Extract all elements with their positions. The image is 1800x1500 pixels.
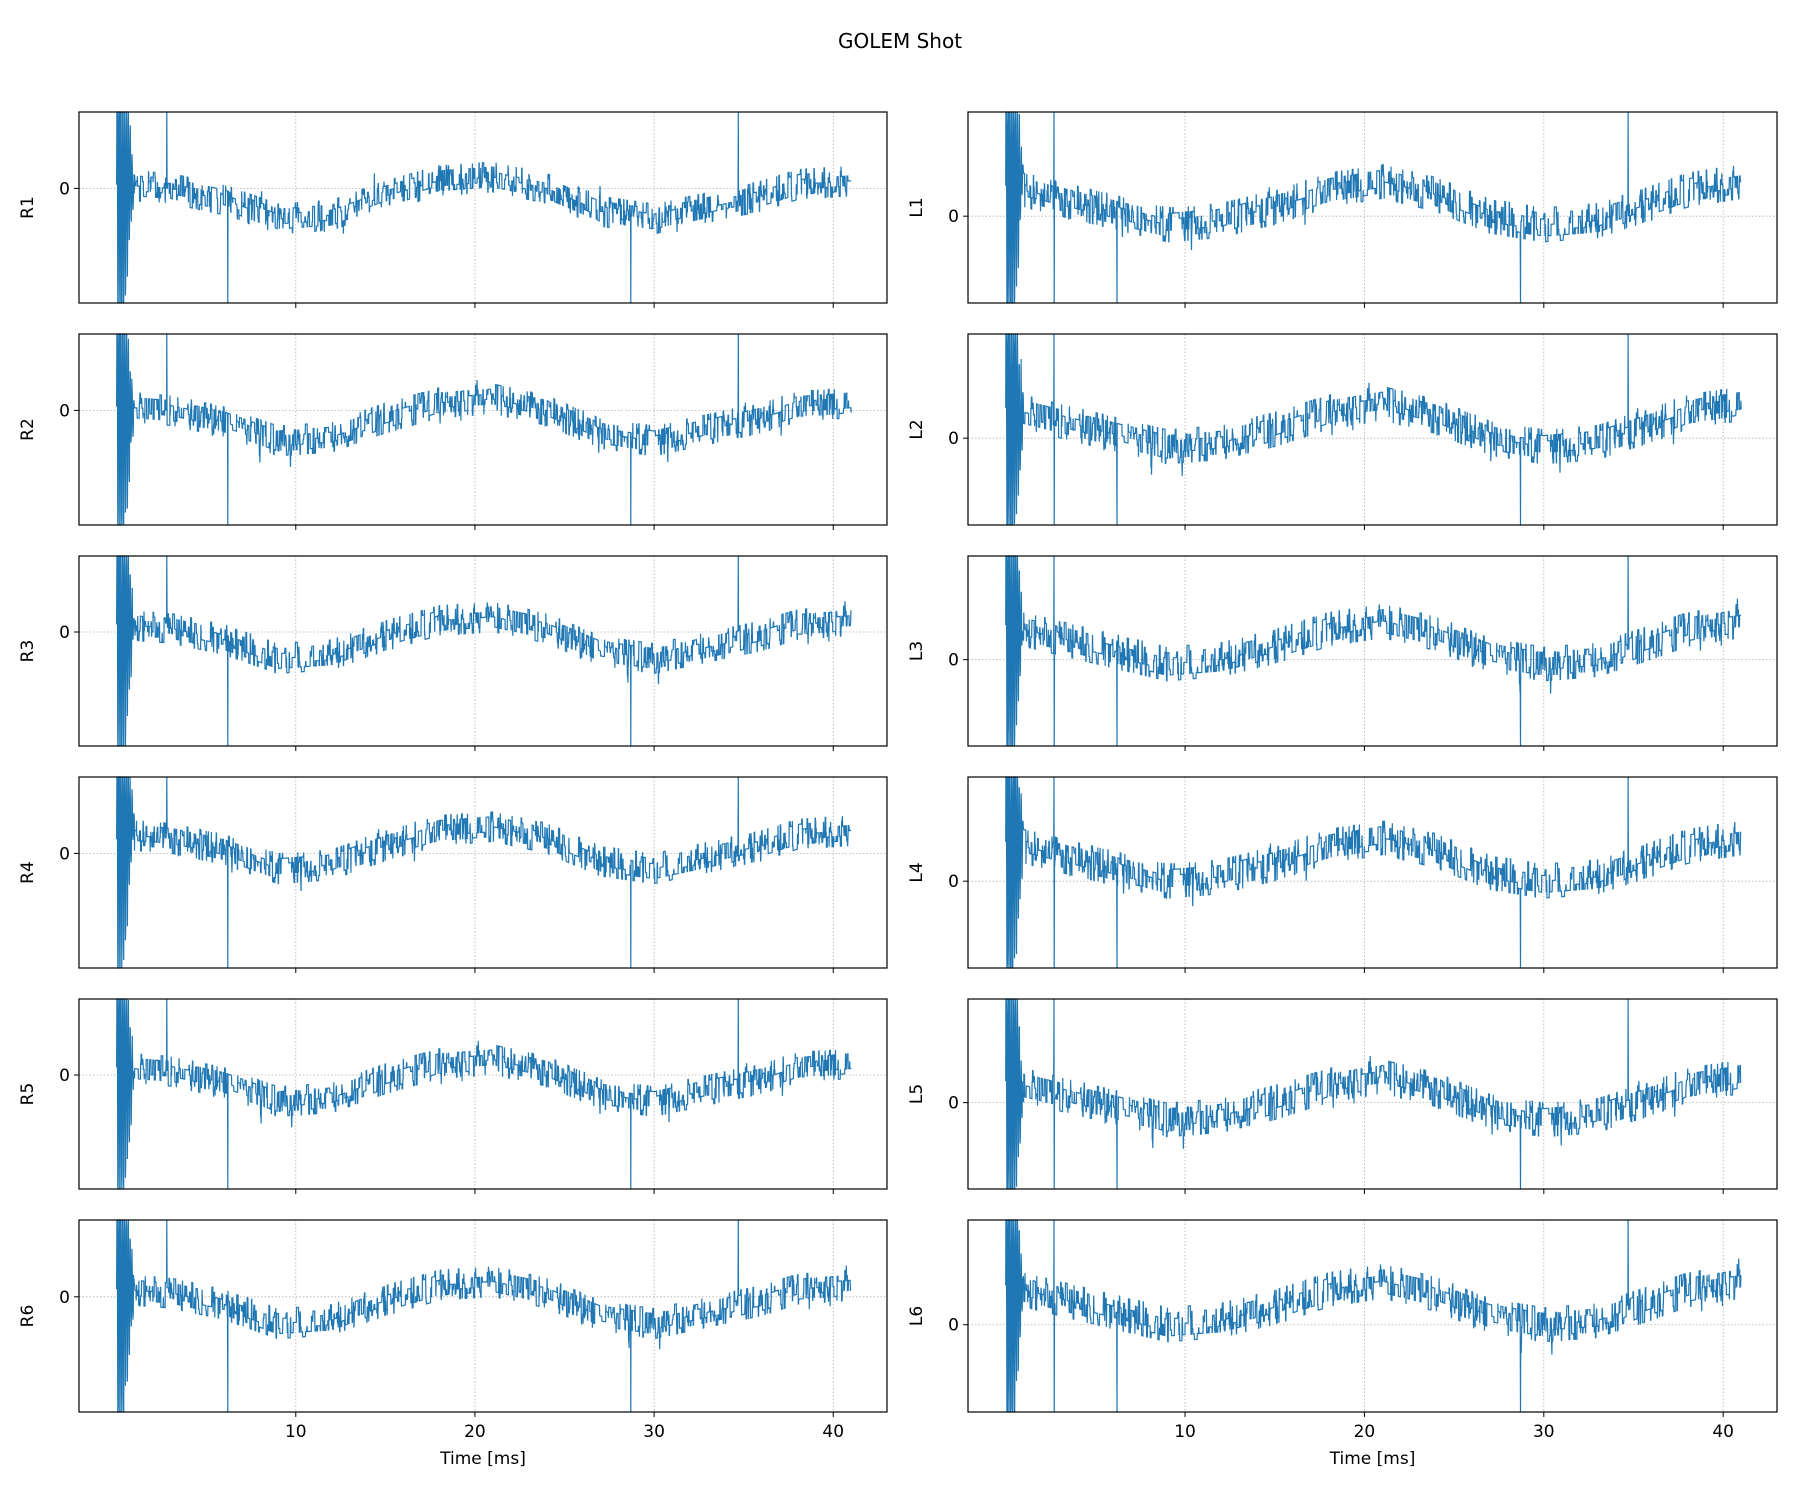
signal-line-L6 (1005, 1219, 1742, 1413)
axes-frame (78, 111, 888, 304)
y-axis-label: R5 (18, 1083, 38, 1106)
signal-line-R4 (116, 776, 852, 969)
x-tick-label: 30 (1533, 1422, 1555, 1442)
axes-frame (78, 555, 888, 747)
y-axis-label: L4 (907, 862, 927, 882)
y-tick-label: 0 (948, 872, 959, 892)
x-axis-label: Time [ms] (1329, 1449, 1416, 1469)
panel-L4: 0 L4 (907, 776, 1778, 973)
y-tick-label: 0 (59, 401, 70, 421)
y-tick-label: 0 (59, 1066, 70, 1086)
axes-frame (967, 998, 1778, 1190)
panel-L3: 0 L3 (907, 555, 1778, 751)
y-axis-label: R3 (18, 640, 38, 663)
axes-frame (78, 998, 888, 1190)
x-tick-label: 20 (1354, 1422, 1376, 1442)
axes-frame (78, 333, 888, 526)
x-tick-label: 20 (464, 1422, 486, 1442)
figure-title: GOLEM Shot (838, 29, 962, 53)
axes-frame (78, 1219, 888, 1413)
y-tick-label: 0 (948, 651, 959, 671)
panel-R1: 0 R1 (18, 111, 888, 308)
x-tick-label: 30 (643, 1422, 665, 1442)
signal-line-L4 (1005, 776, 1742, 969)
y-tick-label: 0 (59, 1288, 70, 1308)
signal-line-L1 (1005, 111, 1742, 304)
x-axis-label: Time [ms] (439, 1449, 526, 1469)
x-tick-label: 40 (1712, 1422, 1734, 1442)
y-axis-label: L1 (907, 197, 927, 217)
axes-frame (967, 1219, 1778, 1413)
signal-line-L5 (1005, 998, 1742, 1190)
y-axis-label: R1 (18, 196, 38, 219)
y-axis-label: R2 (18, 418, 38, 441)
panel-L2: 0 L2 (907, 333, 1778, 530)
y-axis-label: L5 (907, 1084, 927, 1104)
panel-L6: 0 L6 10 20 30 40 Time [ms] (907, 1219, 1778, 1469)
panel-R5: 0 R5 (18, 998, 888, 1194)
y-tick-label: 0 (948, 207, 959, 227)
y-tick-label: 0 (948, 1094, 959, 1114)
signal-line-L3 (1005, 555, 1742, 747)
panel-L5: 0 L5 (907, 998, 1778, 1194)
y-tick-label: 0 (948, 429, 959, 449)
x-tick-label: 10 (285, 1422, 307, 1442)
axes-frame (967, 776, 1778, 969)
axes-frame (967, 555, 1778, 747)
y-axis-label: L2 (907, 419, 927, 439)
panel-R6: 0 R6 10 20 30 40 Time [ms] (18, 1219, 888, 1469)
y-axis-label: R4 (18, 861, 38, 884)
y-axis-label: R6 (18, 1305, 38, 1328)
y-tick-label: 0 (59, 844, 70, 864)
panel-R4: 0 R4 (18, 776, 888, 973)
signal-line-R3 (116, 555, 852, 747)
y-tick-label: 0 (948, 1316, 959, 1336)
panel-R2: 0 R2 (18, 333, 888, 530)
axes-frame (967, 111, 1778, 304)
signal-line-R6 (116, 1219, 852, 1413)
y-axis-label: L3 (907, 641, 927, 661)
signal-line-R5 (116, 998, 852, 1190)
panel-R3: 0 R3 (18, 555, 888, 751)
x-tick-label: 10 (1174, 1422, 1196, 1442)
y-tick-label: 0 (59, 623, 70, 643)
axes-frame (967, 333, 1778, 526)
axes-frame (78, 776, 888, 969)
y-axis-label: L6 (907, 1306, 927, 1326)
panel-L1: 0 L1 (907, 111, 1778, 308)
y-tick-label: 0 (59, 179, 70, 199)
signal-line-R2 (116, 333, 852, 526)
x-tick-label: 40 (822, 1422, 844, 1442)
signal-line-R1 (116, 111, 852, 304)
signal-line-L2 (1005, 333, 1742, 526)
